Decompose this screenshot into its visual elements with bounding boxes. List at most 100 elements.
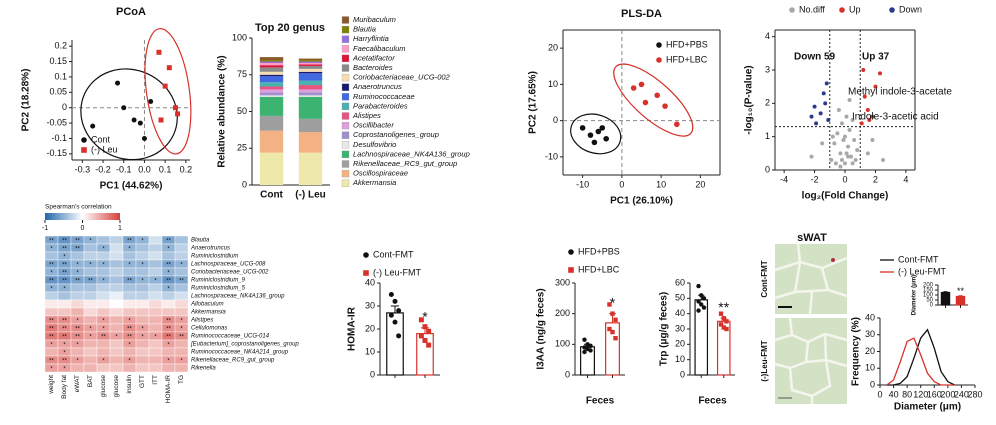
heatmap-cell <box>135 307 150 317</box>
point <box>830 134 835 139</box>
bar-segment <box>298 68 323 72</box>
y-tick-label: 100 <box>555 339 570 349</box>
bar-segment <box>298 80 323 86</box>
significance: * <box>76 343 79 349</box>
heatmap-cell <box>174 307 189 317</box>
row-label: Lachnospiraceae_UCG-008 <box>191 262 266 268</box>
heatmap-cell <box>44 299 59 309</box>
significance: ** <box>62 279 67 285</box>
x-tick-label: 10 <box>656 179 666 189</box>
point <box>836 108 841 112</box>
heatmap-cell <box>135 267 150 277</box>
y-tick-label: 75 <box>237 69 247 79</box>
point <box>610 329 615 335</box>
point <box>607 326 612 332</box>
heatmap-cell <box>109 355 124 365</box>
x-tick-label: 20 <box>695 179 705 189</box>
point <box>148 99 154 105</box>
legend-label: (-) Leu <box>91 144 118 154</box>
heatmap-cell <box>109 251 124 261</box>
heatmap-cell <box>109 339 124 349</box>
point <box>881 158 886 162</box>
heatmap-cell <box>70 291 85 301</box>
heatmap-cell <box>148 267 163 277</box>
y-tick-label: 40 <box>675 308 685 318</box>
bar-segment <box>259 92 284 96</box>
significance: ** <box>718 299 729 315</box>
y-axis-label: I3AA (ng/g feces) <box>536 288 547 369</box>
y-axis-label: Relative abundance (%) <box>217 55 228 167</box>
heatmap-cell <box>96 235 111 245</box>
significance: * <box>63 343 66 349</box>
point <box>818 111 823 116</box>
point <box>392 319 398 325</box>
row-label: Ruminococcaceae_UCG-014 <box>191 334 270 340</box>
significance: * <box>102 359 105 365</box>
heatmap-cell <box>148 363 163 373</box>
legend-label: Coprostanoligenes_group <box>353 130 439 139</box>
y-tick-label: 40 <box>865 312 875 322</box>
point <box>721 325 726 330</box>
heatmap-cell <box>96 347 111 357</box>
point <box>613 317 618 322</box>
bar-segment <box>259 115 284 131</box>
point <box>388 312 394 318</box>
significance: * <box>63 367 66 373</box>
significance: ** <box>49 359 54 365</box>
chart-title: PLS-DA <box>621 8 662 20</box>
significance: * <box>50 287 53 293</box>
y-tick-label: 0.1 <box>54 71 67 81</box>
point <box>821 91 826 96</box>
heatmap-cell <box>83 315 98 325</box>
x-tick-label: -2 <box>811 174 819 184</box>
micrograph-label: (-)Leu-FMT <box>760 340 769 381</box>
heatmap-cell <box>148 243 163 253</box>
significance: * <box>154 335 157 341</box>
legend-label: Akkermansia <box>352 178 396 187</box>
bar-segment <box>259 86 284 90</box>
significance: ** <box>166 279 171 285</box>
heatmap-cell <box>96 267 111 277</box>
point <box>850 161 855 166</box>
point <box>696 299 701 304</box>
column-label: insulin <box>126 375 133 394</box>
point <box>844 114 849 119</box>
heatmap-cell <box>70 307 85 317</box>
heatmap-cell <box>148 339 163 349</box>
heatmap-cell <box>174 299 189 309</box>
significance: ** <box>179 279 184 285</box>
significance: * <box>76 319 79 325</box>
point <box>696 308 701 313</box>
heatmap-cell <box>83 347 98 357</box>
y-axis-label: Diameter (μm) <box>912 275 918 315</box>
legend-marker <box>363 270 369 276</box>
significance: ** <box>62 239 67 245</box>
point <box>850 118 855 122</box>
heatmap-cell <box>135 363 150 373</box>
y-tick-label: -0.05 <box>46 117 67 127</box>
legend-swatch <box>341 160 350 168</box>
heatmap-cell <box>44 291 59 301</box>
point <box>844 151 849 156</box>
heatmap-cell <box>148 347 163 357</box>
heatmap-cell <box>148 315 163 325</box>
y-axis-label: -log₁₀(P-value) <box>744 65 755 134</box>
bar-segment <box>259 76 284 83</box>
heatmap-cell <box>44 251 59 261</box>
point <box>867 118 872 122</box>
point <box>699 293 704 298</box>
significance: * <box>141 279 144 285</box>
legend-label: Harryflintia <box>353 34 389 43</box>
heatmap-cell <box>109 259 124 269</box>
micrograph-cont <box>774 243 848 315</box>
y-tick-label: 0 <box>565 369 570 379</box>
significance: ** <box>88 279 93 285</box>
group-ellipse <box>80 68 178 161</box>
point <box>839 158 844 162</box>
significance: * <box>167 343 170 349</box>
heatmap-cell <box>109 299 124 309</box>
bar-segment <box>298 132 323 153</box>
significance: * <box>180 327 183 333</box>
point <box>718 322 724 327</box>
heatmap-cell <box>174 235 189 245</box>
